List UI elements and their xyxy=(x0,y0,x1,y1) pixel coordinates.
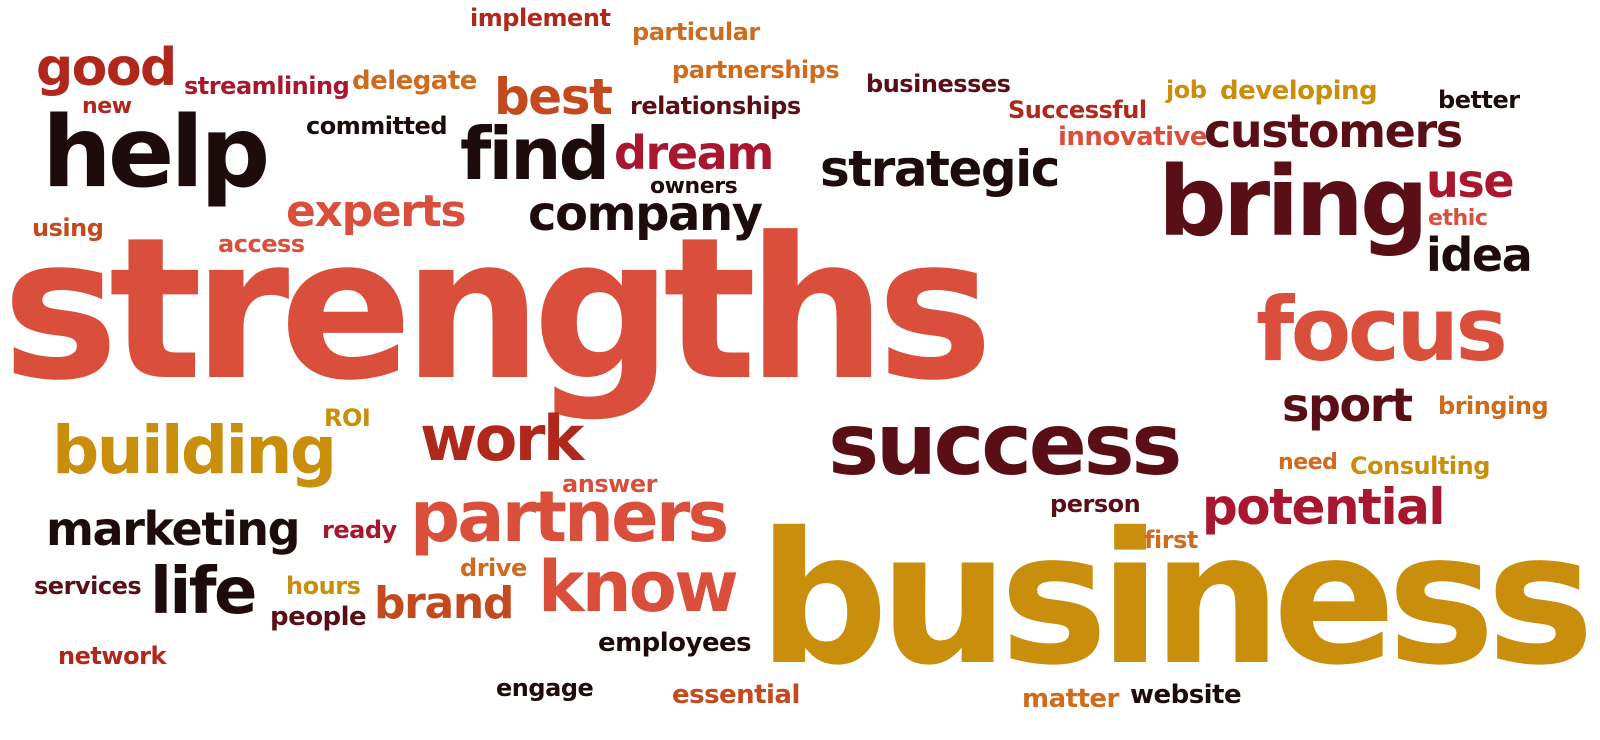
word-success: success xyxy=(828,395,1182,495)
word-good: good xyxy=(36,38,177,98)
word-matter: matter xyxy=(1022,684,1119,714)
word-using: using xyxy=(32,214,104,242)
word-job: job xyxy=(1166,76,1207,104)
word-network: network xyxy=(58,642,166,670)
word-life: life xyxy=(150,555,257,629)
word-bring: bring xyxy=(1158,146,1429,258)
word-engage: engage xyxy=(496,674,594,702)
word-consulting: Consulting xyxy=(1350,452,1490,480)
word-potential: potential xyxy=(1202,478,1445,536)
word-first: first xyxy=(1144,526,1198,554)
word-work: work xyxy=(420,402,584,475)
word-partners: partners xyxy=(410,476,729,558)
word-better: better xyxy=(1438,86,1520,114)
word-help: help xyxy=(42,96,270,210)
word-building: building xyxy=(52,412,337,489)
word-essential: essential xyxy=(672,680,800,710)
word-brand: brand xyxy=(374,578,514,629)
word-use: use xyxy=(1426,154,1515,208)
word-ready: ready xyxy=(322,516,397,544)
word-hours: hours xyxy=(286,572,361,600)
word-services: services xyxy=(34,572,142,600)
word-answer: answer xyxy=(562,470,657,498)
word-relationships: relationships xyxy=(630,92,801,120)
word-streamlining: streamlining xyxy=(184,72,350,100)
word-idea: idea xyxy=(1426,228,1533,282)
word-partnerships: partnerships xyxy=(672,56,840,84)
word-know: know xyxy=(538,546,739,628)
word-business: business xyxy=(758,493,1595,705)
word-developing: developing xyxy=(1220,76,1378,106)
word-strategic: strategic xyxy=(820,140,1060,198)
word-company: company xyxy=(528,186,763,242)
word-drive: drive xyxy=(460,554,527,582)
word-delegate: delegate xyxy=(352,66,477,96)
word-employees: employees xyxy=(598,628,752,658)
word-focus: focus xyxy=(1256,278,1508,381)
word-need: need xyxy=(1278,450,1338,475)
word-people: people xyxy=(270,602,367,632)
word-website: website xyxy=(1130,680,1242,710)
word-committed: committed xyxy=(306,112,448,140)
word-find: find xyxy=(460,112,610,196)
word-businesses: businesses xyxy=(866,70,1011,98)
word-successful: Successful xyxy=(1008,96,1147,124)
word-access: access xyxy=(218,230,305,258)
word-strengths: strengths xyxy=(2,196,993,424)
word-dream: dream xyxy=(614,126,774,180)
word-marketing: marketing xyxy=(46,502,301,556)
word-sport: sport xyxy=(1282,378,1413,432)
word-bringing: bringing xyxy=(1438,392,1549,420)
word-roi: ROI xyxy=(324,404,371,432)
word-innovative: innovative xyxy=(1058,122,1208,152)
word-particular: particular xyxy=(632,18,760,46)
word-new: new xyxy=(82,94,132,119)
word-implement: implement xyxy=(470,4,611,32)
word-person: person xyxy=(1050,490,1141,518)
word-experts: experts xyxy=(286,186,467,237)
word-owners: owners xyxy=(650,174,738,199)
word-customers: customers xyxy=(1204,104,1463,158)
word-best: best xyxy=(494,68,613,126)
word-ethic: ethic xyxy=(1428,206,1488,231)
